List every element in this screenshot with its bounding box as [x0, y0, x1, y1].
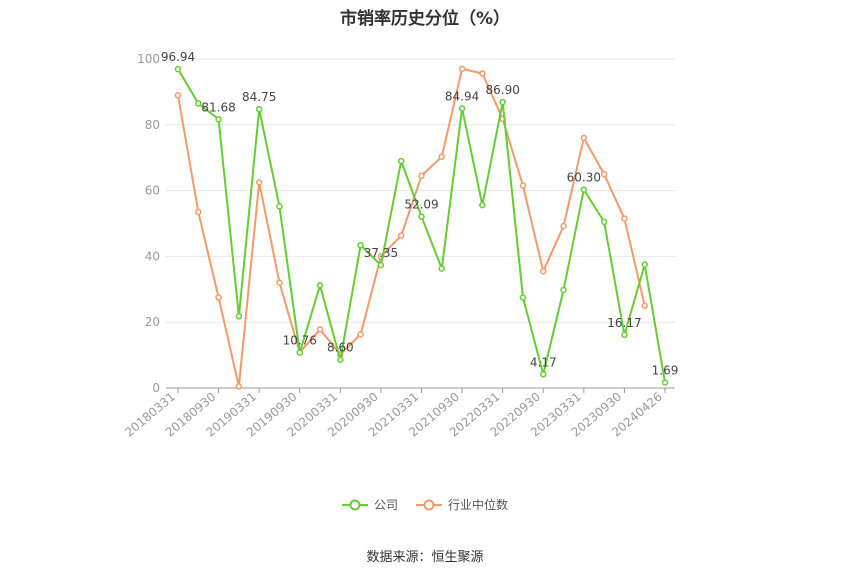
company-point	[316, 282, 324, 289]
company-point	[438, 265, 446, 272]
company-point	[296, 349, 303, 356]
industry-median-point	[540, 267, 547, 275]
industry-median-point	[479, 70, 486, 77]
industry-median-point	[519, 182, 527, 189]
company-point	[600, 218, 608, 226]
series-group	[174, 65, 669, 390]
company-point	[357, 241, 364, 249]
industry-median-point	[255, 179, 263, 186]
industry-median-point	[560, 222, 567, 230]
data-labels: 96.94 81.68 84.75 10.76 8.60 37.35 52.09 84.94 8…	[161, 50, 679, 377]
industry-median-point	[641, 302, 648, 309]
legend-company-marker-icon	[341, 499, 368, 510]
company-point	[255, 105, 263, 113]
legend-item-company[interactable]: 公司	[341, 496, 398, 513]
industry-median-point	[580, 134, 588, 142]
legend-item-industry-median[interactable]: 行业中位数	[416, 496, 508, 513]
company-point	[479, 201, 486, 209]
company-point	[337, 356, 344, 363]
data-label: 60.30	[567, 171, 601, 185]
data-label: 16.17	[607, 316, 641, 330]
industry-median-point	[600, 170, 608, 178]
y-tick-label: 40	[145, 249, 160, 263]
company-point	[540, 371, 547, 378]
data-label: 37.35	[364, 246, 398, 260]
company-point	[499, 98, 506, 106]
company-point	[560, 286, 567, 294]
company-point	[397, 157, 405, 165]
data-label: 84.75	[242, 90, 276, 104]
y-tick-label: 0	[152, 381, 160, 395]
industry-median-point	[235, 383, 243, 390]
legend: 公司 行业中位数	[0, 496, 850, 513]
company-point	[235, 313, 243, 320]
company-point	[621, 331, 628, 339]
company-point	[418, 213, 425, 220]
industry-median-point	[276, 279, 283, 286]
company-line	[177, 68, 666, 383]
company-point	[519, 294, 527, 301]
company-point	[661, 379, 669, 386]
industry-median-point	[195, 208, 202, 216]
company-point	[458, 105, 466, 112]
industry-median-point	[215, 294, 222, 301]
y-tick-label: 80	[145, 118, 160, 132]
y-tick-label: 60	[145, 184, 160, 198]
industry-median-point	[357, 331, 364, 338]
company-point	[276, 203, 283, 210]
data-label: 81.68	[201, 100, 235, 114]
data-label: 10.76	[283, 334, 317, 348]
company-point	[195, 100, 202, 107]
data-label: 8.60	[327, 341, 354, 355]
data-label: 4.17	[530, 355, 557, 369]
industry-median-point	[418, 172, 425, 180]
company-point	[174, 65, 182, 73]
data-label: 84.94	[445, 90, 479, 104]
grid-lines	[166, 58, 675, 323]
legend-industry-label: 行业中位数	[448, 498, 509, 512]
legend-company-label: 公司	[373, 498, 398, 512]
y-tick-label: 100	[137, 52, 160, 66]
series-company	[174, 65, 669, 386]
industry-median-point	[438, 153, 446, 160]
industry-median-point	[316, 326, 324, 333]
data-label: 86.90	[485, 83, 519, 97]
legend-industry-marker-icon	[416, 499, 442, 510]
data-label: 96.94	[161, 50, 195, 64]
company-point	[377, 261, 385, 269]
industry-median-point	[621, 215, 628, 222]
source-note: 数据来源：恒生聚源	[366, 550, 484, 565]
chart-title: 市销率历史分位（%）	[339, 9, 511, 29]
industry-median-point	[397, 232, 405, 239]
company-point	[641, 261, 648, 268]
data-label: 1.69	[652, 363, 679, 377]
industry-median-point	[458, 65, 466, 73]
y-tick-label: 20	[145, 315, 160, 329]
company-point	[215, 116, 222, 123]
company-point	[580, 186, 588, 193]
data-label: 52.09	[404, 198, 438, 212]
industry-median-line	[177, 67, 646, 388]
industry-median-point	[174, 91, 182, 99]
line-chart: 0204060801002018033120180930201903312019…	[122, 50, 679, 439]
